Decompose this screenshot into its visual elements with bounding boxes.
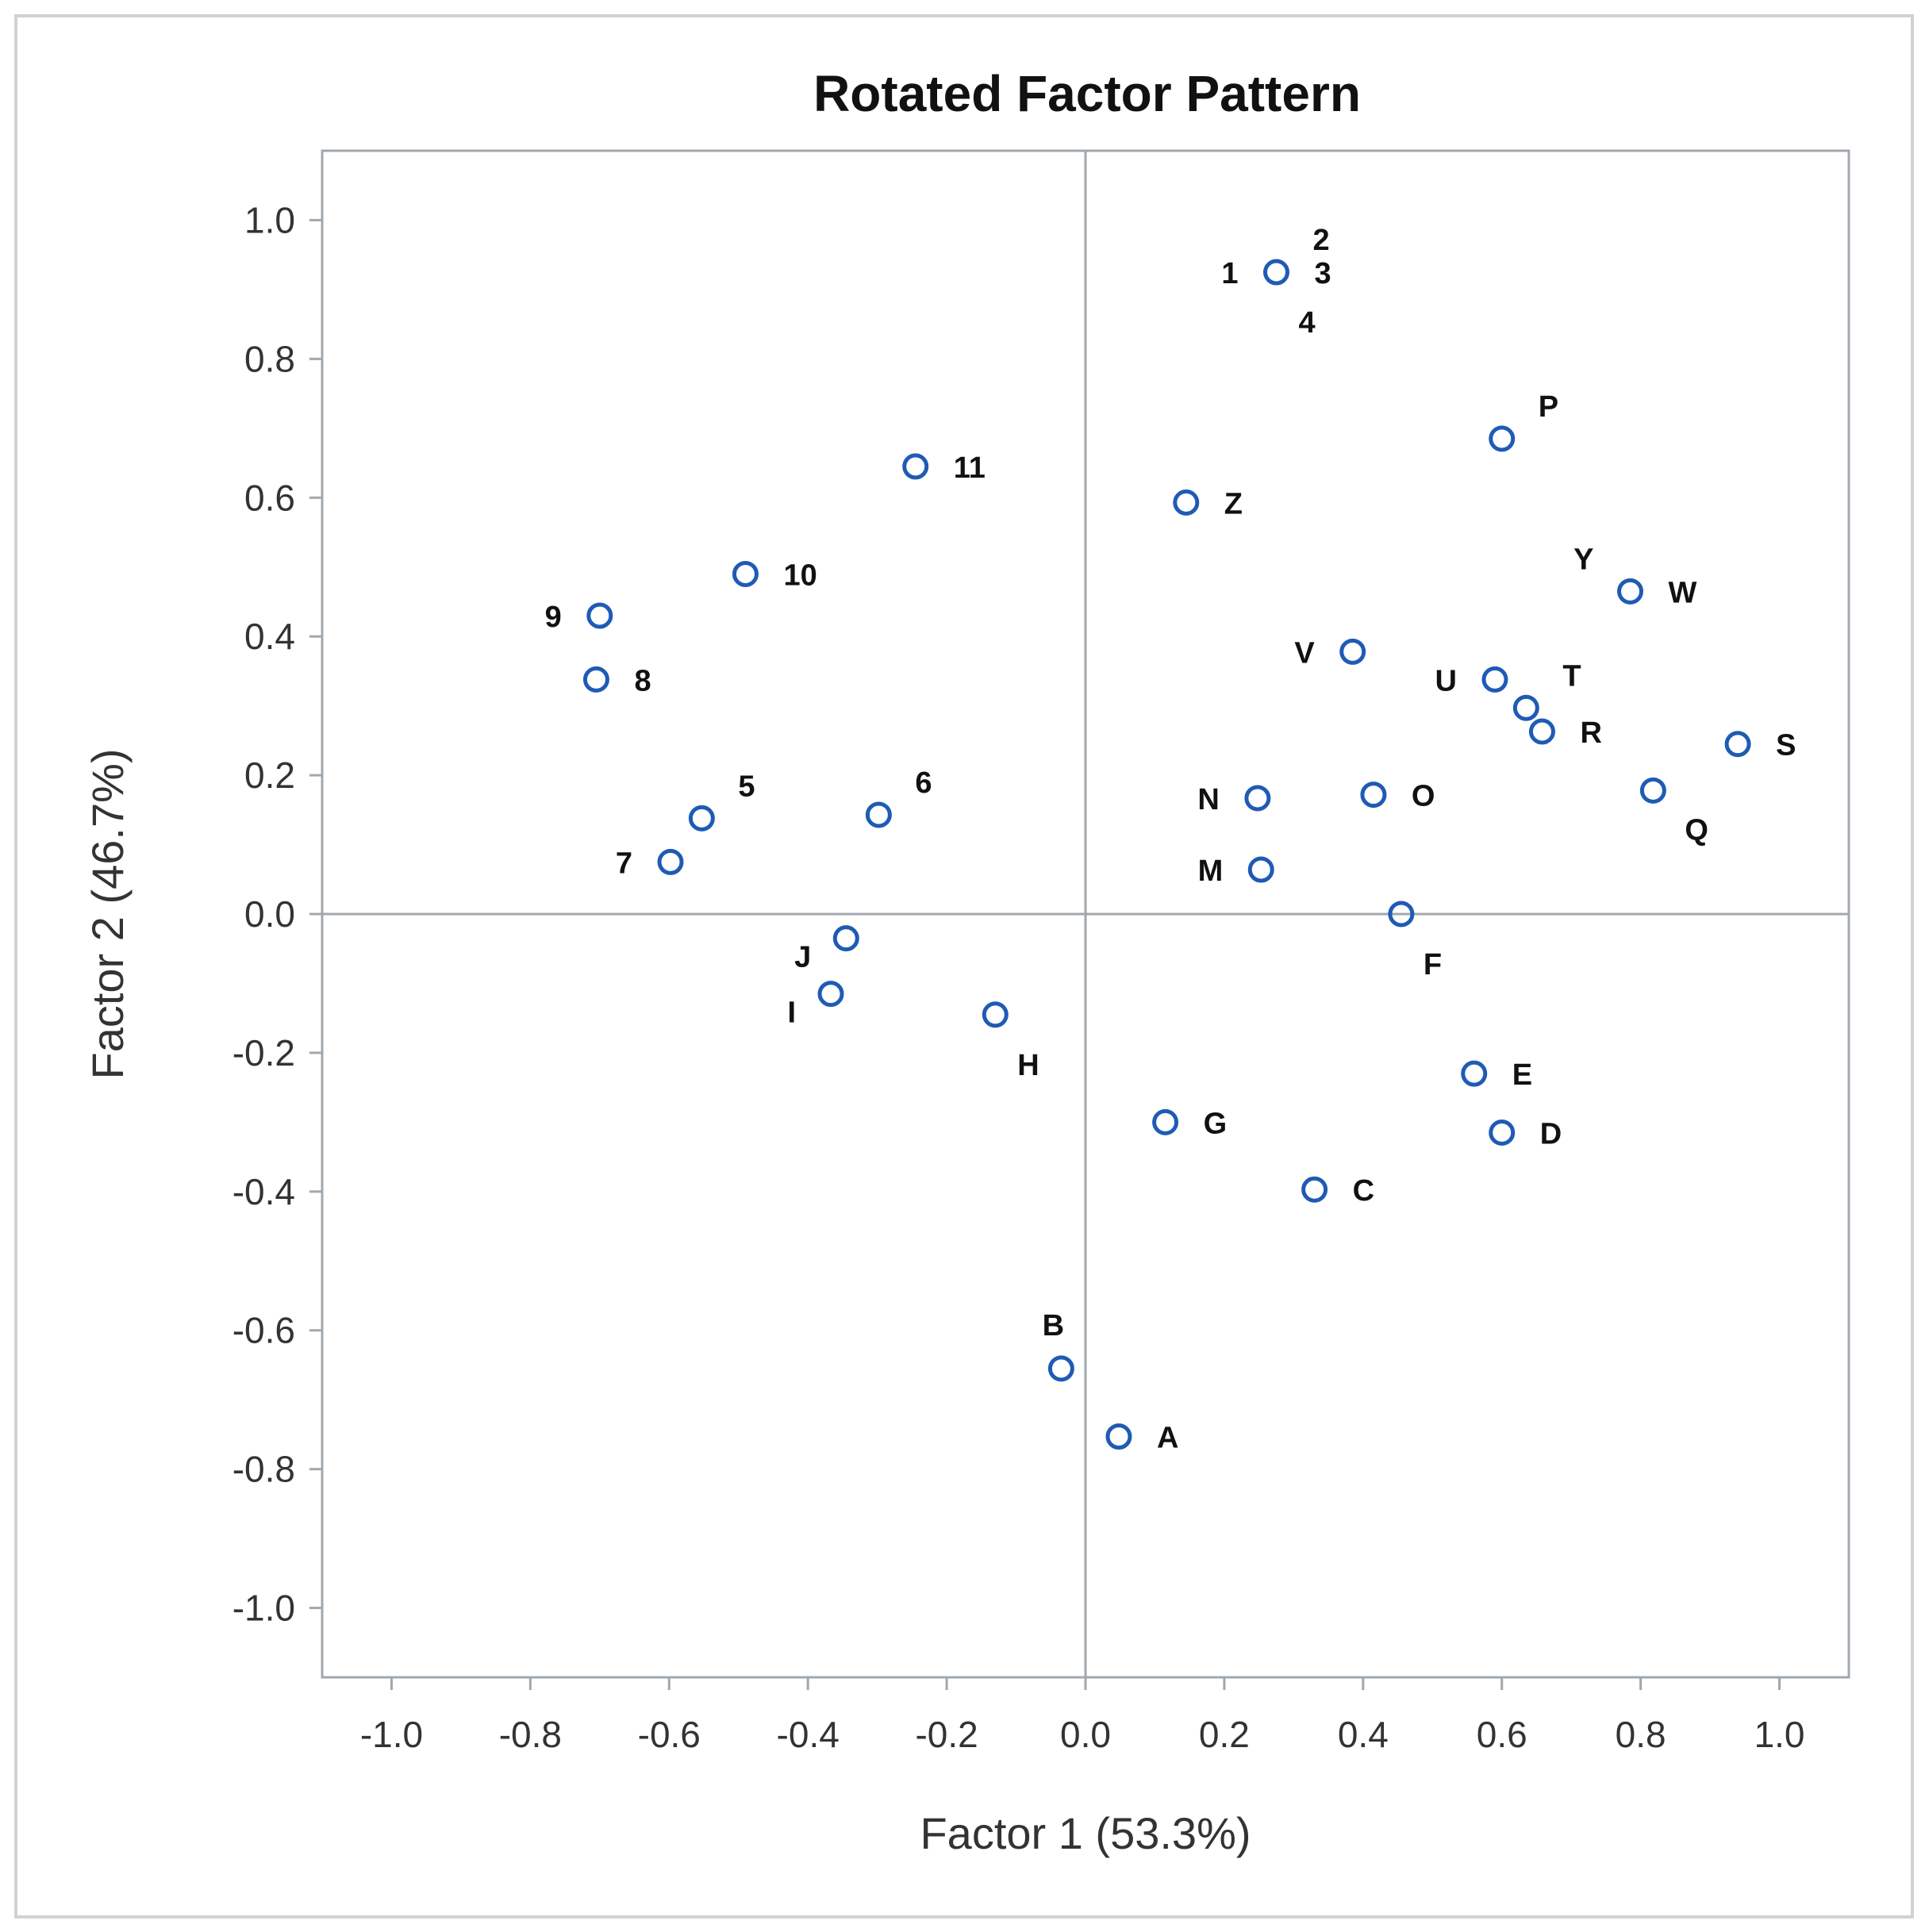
x-axis-ticks: -1.0 -0.8 -0.6 -0.4 -0.2 0.0 0.2 0.4 0.6 0.8 1.0 [360, 1677, 1805, 1755]
data-point-marker [1461, 1060, 1488, 1087]
data-point-marker [1173, 489, 1200, 516]
data-point-marker [1244, 785, 1271, 812]
data-point-marker [1263, 259, 1289, 286]
data-point-marker [1617, 578, 1644, 605]
data-point-label: H [1017, 1049, 1039, 1082]
data-point-marker [688, 805, 715, 832]
data-point-label: 6 [915, 766, 932, 800]
data-point-marker [1339, 638, 1366, 665]
y-tick-label: 1.0 [244, 199, 295, 240]
data-point-label: T [1562, 659, 1581, 693]
data-point-marker [732, 560, 759, 587]
data-point-marker [1639, 777, 1666, 804]
y-tick-label: -0.6 [232, 1310, 295, 1351]
data-point-marker [902, 453, 929, 480]
data-point-label: U [1435, 664, 1457, 697]
data-point-label: P [1539, 390, 1558, 424]
x-tick-label: 0.4 [1338, 1714, 1389, 1755]
x-tick-label: -1.0 [360, 1714, 423, 1755]
y-axis-title: Factor 2 (46.7%) [83, 748, 133, 1079]
data-point-label: Q [1685, 813, 1708, 847]
x-tick-label: -0.4 [777, 1714, 840, 1755]
y-tick-label: 0.8 [244, 338, 295, 379]
data-point-label: M [1198, 855, 1224, 888]
x-tick-label: 0.0 [1060, 1714, 1111, 1755]
data-point-marker [1481, 666, 1508, 693]
data-point-label: E [1512, 1058, 1532, 1092]
data-point-label: F [1424, 948, 1442, 981]
data-point-marker [1512, 694, 1539, 721]
data-point-marker [1247, 856, 1274, 883]
outer-frame [14, 14, 1914, 1919]
y-tick-label: -0.8 [232, 1449, 295, 1490]
data-point-label: 11 [954, 451, 986, 485]
data-point-label: I [787, 997, 796, 1030]
y-tick-label: -1.0 [232, 1588, 295, 1629]
data-point-label: 1 [1221, 257, 1238, 290]
data-point-marker [1105, 1423, 1132, 1450]
data-point-label: D [1540, 1117, 1562, 1150]
chart-title: Rotated Factor Pattern [813, 65, 1361, 122]
data-point-label: G [1204, 1107, 1228, 1140]
data-point-label: W [1669, 576, 1697, 609]
data-point-marker [582, 666, 609, 693]
data-point-label: 9 [545, 601, 562, 634]
data-point-label: 7 [616, 847, 632, 880]
data-point-marker [1388, 901, 1415, 928]
data-point-label: V [1294, 636, 1315, 670]
data-point-marker [982, 1001, 1009, 1028]
data-point-label: S [1776, 729, 1796, 762]
data-point-label: 5 [738, 770, 755, 803]
data-point-label: 4 [1299, 306, 1316, 340]
data-point-label: J [794, 941, 811, 974]
x-tick-label: 0.8 [1616, 1714, 1666, 1755]
data-point-marker [1489, 425, 1516, 452]
data-point-marker [865, 801, 892, 828]
data-point-label: 3 [1315, 257, 1331, 290]
data-point-label: Z [1224, 487, 1243, 520]
data-point-marker [657, 848, 684, 875]
data-point-marker [832, 925, 859, 952]
y-tick-label: 0.0 [244, 893, 295, 935]
data-point-marker [1047, 1355, 1074, 1382]
data-points [582, 259, 1751, 1450]
data-point-label: C [1353, 1174, 1374, 1208]
x-tick-label: -0.6 [638, 1714, 701, 1755]
data-point-marker [1301, 1176, 1328, 1203]
x-axis-title: Factor 1 (53.3%) [920, 1808, 1251, 1858]
data-point-label: B [1043, 1309, 1064, 1342]
y-tick-label: -0.4 [232, 1171, 295, 1212]
x-tick-label: -0.2 [915, 1714, 978, 1755]
data-point-marker [1152, 1108, 1179, 1135]
x-tick-label: 1.0 [1754, 1714, 1805, 1755]
y-tick-label: -0.2 [232, 1032, 295, 1074]
data-point-label: Y [1573, 543, 1593, 576]
y-axis-ticks: -1.0 -0.8 -0.6 -0.4 -0.2 0.0 0.2 0.4 0.6 0.8 1.0 [232, 199, 322, 1629]
y-tick-label: 0.4 [244, 616, 295, 657]
data-point-label: N [1197, 783, 1219, 816]
x-tick-label: -0.8 [499, 1714, 562, 1755]
data-point-marker [1360, 782, 1387, 809]
data-point-marker [1489, 1119, 1516, 1146]
data-point-marker [1528, 718, 1555, 745]
point-labels: 1 23 4 P 11 Z 10 Y W 9 V 8 U TR S Q O N 6 5 7 M F JI H E G D C B A [545, 224, 1796, 1454]
x-tick-label: 0.2 [1199, 1714, 1250, 1755]
data-point-label: R [1580, 716, 1601, 750]
data-point-label: 10 [783, 559, 816, 592]
data-point-label: O [1412, 780, 1435, 813]
data-point-label: 2 [1313, 224, 1330, 257]
data-point-label: 8 [634, 664, 651, 697]
data-point-marker [586, 602, 613, 629]
data-point-marker [817, 981, 844, 1008]
data-point-label: A [1157, 1422, 1178, 1455]
data-point-marker [1724, 731, 1751, 758]
reference-lines [322, 151, 1849, 1677]
y-tick-label: 0.2 [244, 755, 295, 796]
x-tick-label: 0.6 [1477, 1714, 1527, 1755]
y-tick-label: 0.6 [244, 477, 295, 518]
